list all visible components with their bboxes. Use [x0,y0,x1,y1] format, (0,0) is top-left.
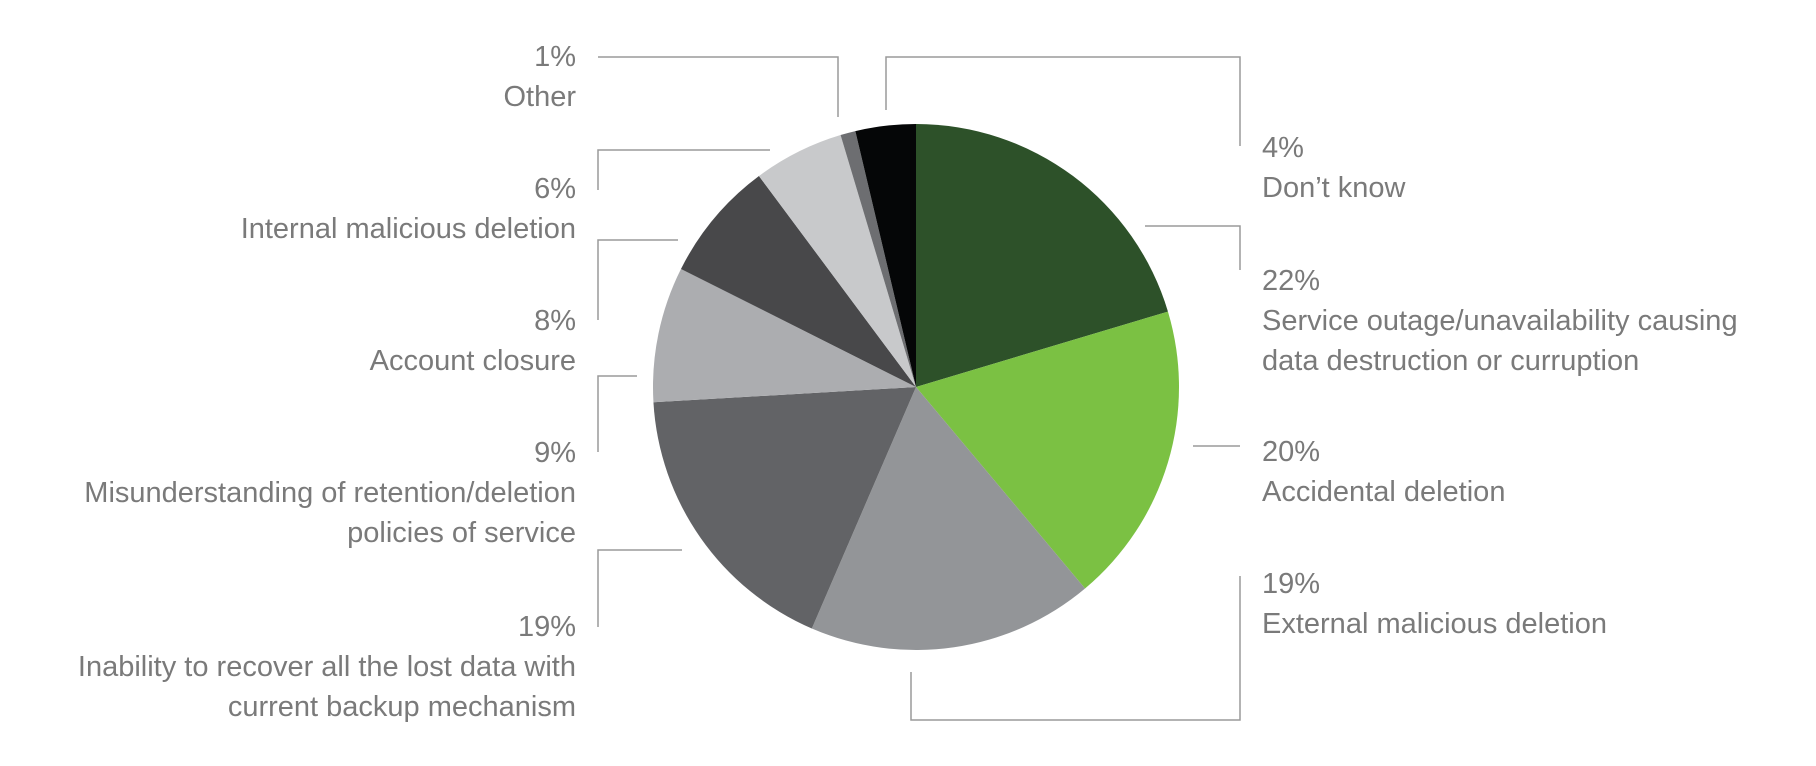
pie-slice-accidental-deletion [916,311,1179,589]
leader-line-service-outage-unavailability-causing-data-destruction-or-curruption [1145,225,1241,270]
slice-label-inability-to-recover-all-the-lost-data-with-current-backup-mechanism-line-1: Inability to recover all the lost data w… [78,651,576,683]
pie-slices [652,124,1179,650]
slice-value-internal-malicious-deletion: 6% [534,173,576,205]
leader-line-internal-malicious-deletion [597,149,770,190]
leader-line-don-t-know [885,56,1241,146]
slice-value-account-closure: 8% [534,305,576,337]
pie-slice-other [840,131,916,387]
slice-value-external-malicious-deletion: 19% [1262,568,1320,600]
slice-label-misunderstanding-of-retention-deletion-policies-of-service-line-1: Misunderstanding of retention/deletion [84,477,576,509]
slice-label-other-line-1: Other [503,81,576,113]
leader-line-account-closure [597,239,678,320]
slice-label-accidental-deletion-line-1: Accidental deletion [1262,476,1505,508]
leader-line-external-malicious-deletion [910,576,1241,721]
slice-label-internal-malicious-deletion-line-1: Internal malicious deletion [241,213,576,245]
pie-slice-misunderstanding-of-retention-deletion-policies-of-service [652,268,916,403]
slice-label-service-outage-unavailability-causing-data-destruction-or-curruption-line-2: data destruction or curruption [1262,345,1639,377]
pie-slice-don-t-know [855,124,916,387]
slice-value-service-outage-unavailability-causing-data-destruction-or-curruption: 22% [1262,265,1320,297]
slice-label-misunderstanding-of-retention-deletion-policies-of-service-line-2: policies of service [347,517,576,549]
pie-slice-internal-malicious-deletion [758,135,916,387]
leader-line-misunderstanding-of-retention-deletion-policies-of-service [597,375,637,452]
pie-slice-external-malicious-deletion [811,387,1086,650]
slice-value-other: 1% [534,41,576,73]
pie-slice-service-outage-unavailability-causing-data-destruction-or-curruption [916,124,1168,387]
pie-slice-inability-to-recover-all-the-lost-data-with-current-backup-mechanism [653,387,916,629]
slice-label-inability-to-recover-all-the-lost-data-with-current-backup-mechanism-line-2: current backup mechanism [228,691,576,723]
leader-line-inability-to-recover-all-the-lost-data-with-current-backup-mechanism [597,549,682,627]
slice-value-accidental-deletion: 20% [1262,436,1320,468]
slice-value-inability-to-recover-all-the-lost-data-with-current-backup-mechanism: 19% [518,611,576,643]
slice-label-external-malicious-deletion-line-1: External malicious deletion [1262,608,1607,640]
slice-labels: 22% Service outage/unavailability causing… [78,41,1738,723]
slice-label-account-closure-line-1: Account closure [370,345,576,377]
leader-lines [597,56,1241,721]
slice-value-misunderstanding-of-retention-deletion-policies-of-service: 9% [534,437,576,469]
pie-slice-account-closure [680,176,916,387]
leader-line-other [598,56,839,117]
slice-label-service-outage-unavailability-causing-data-destruction-or-curruption-line-1: Service outage/unavailability causing [1262,305,1738,337]
slice-value-don-t-know: 4% [1262,132,1304,164]
slice-label-don-t-know-line-1: Don’t know [1262,172,1407,204]
